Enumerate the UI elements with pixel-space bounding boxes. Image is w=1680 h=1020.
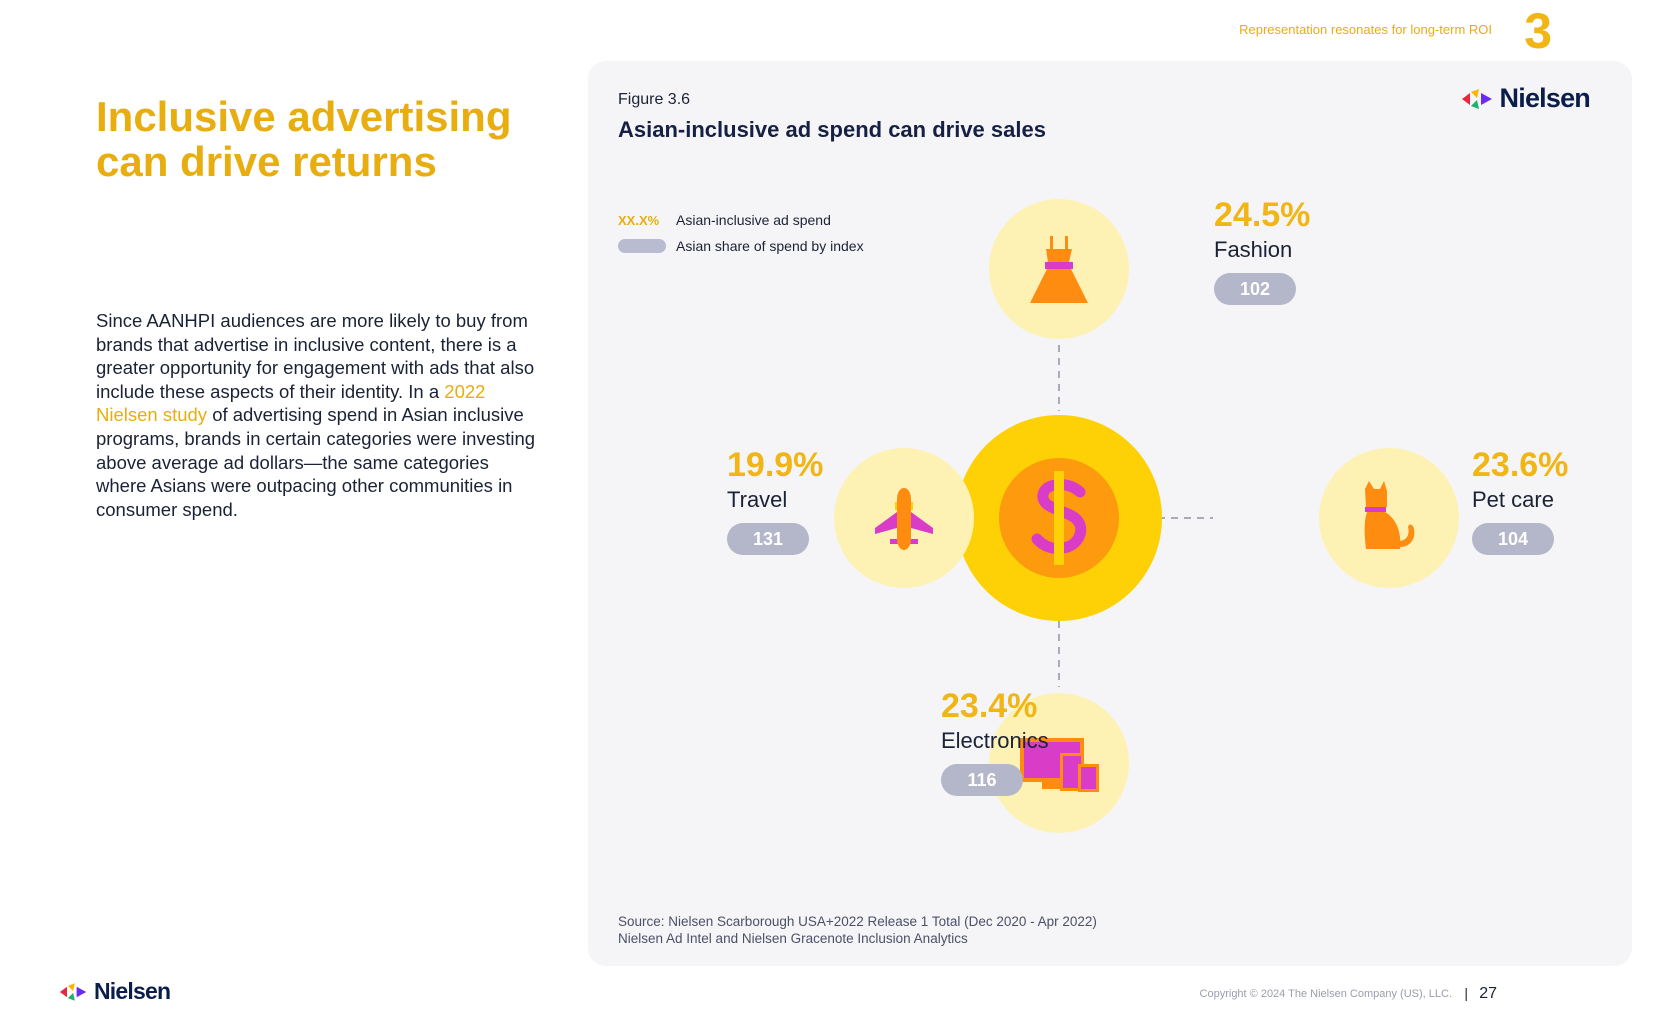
figure-source: Source: Nielsen Scarborough USA+2022 Rel… [618, 913, 1097, 947]
figure-panel: Figure 3.6 Asian-inclusive ad spend can … [588, 61, 1632, 966]
section-number: 3 [1524, 3, 1552, 59]
page-separator: | [1464, 985, 1468, 1001]
source-line-2: Nielsen Ad Intel and Nielsen Gracenote I… [618, 931, 968, 946]
copyright-text: Copyright © 2024 The Nielsen Company (US… [1199, 988, 1452, 1000]
page-number: 27 [1479, 985, 1497, 1002]
travel-index-pill: 131 [727, 523, 809, 555]
chart-legend: XX.X% Asian-inclusive ad spend Asian sha… [618, 207, 864, 259]
cat-icon [1364, 481, 1415, 549]
headline-line-1: Inclusive advertising [96, 93, 512, 140]
stat-pet-care: 23.6% Pet care 104 [1472, 447, 1568, 555]
dollar-sign-icon [1031, 471, 1087, 565]
legend-item-ad-spend: XX.X% Asian-inclusive ad spend [618, 207, 864, 233]
figure-title: Asian-inclusive ad spend can drive sales [618, 117, 1046, 142]
body-text-start: Since AANHPI audiences are more likely t… [96, 310, 535, 402]
section-tagline: Representation resonates for long-term R… [1239, 22, 1492, 37]
dress-icon [1030, 236, 1088, 303]
page-headline: Inclusive advertising can drive returns [96, 94, 566, 184]
figure-label: Figure 3.6 [618, 91, 691, 108]
body-paragraph: Since AANHPI audiences are more likely t… [96, 309, 536, 521]
fashion-index-pill: 102 [1214, 273, 1296, 305]
devices-icon [1020, 738, 1099, 792]
source-line-1: Source: Nielsen Scarborough USA+2022 Rel… [618, 914, 1097, 929]
nielsen-mark-icon [1461, 88, 1492, 109]
body-text-end: of advertising spend in Asian inclusive … [96, 404, 536, 520]
electronics-index-pill: 116 [941, 764, 1023, 796]
pet-care-index-pill: 104 [1472, 523, 1554, 555]
fashion-name: Fashion [1214, 237, 1293, 262]
footer-nielsen-wordmark: Nielsen [94, 978, 171, 1004]
legend-item-index: Asian share of spend by index [618, 233, 864, 259]
headline-line-2: can drive returns [96, 138, 437, 185]
nielsen-study-link[interactable]: 2022 Nielsen study [96, 380, 486, 426]
legend-pct-label: Asian-inclusive ad spend [676, 212, 831, 228]
legend-index-label: Asian share of spend by index [676, 238, 864, 254]
legend-pct-sample: XX.X% [618, 212, 660, 228]
nielsen-wordmark: Nielsen [1499, 83, 1591, 113]
legend-index-swatch [618, 239, 666, 253]
travel-name: Travel [727, 487, 788, 512]
airplane-icon [875, 488, 933, 550]
footer-nielsen-logo: Nielsen [60, 978, 171, 1005]
electronics-pct: 23.4% [941, 687, 1038, 725]
pet-care-name: Pet care [1472, 487, 1554, 512]
category-diagram [834, 199, 1459, 833]
footer-nielsen-mark-icon [60, 982, 87, 1001]
travel-pct: 19.9% [727, 446, 824, 484]
pet-care-pct: 23.6% [1472, 446, 1569, 484]
nielsen-logo: Nielsen [1461, 83, 1591, 114]
stat-fashion: 24.5% Fashion 102 [1214, 197, 1310, 305]
stat-electronics: 23.4% Electronics 116 [941, 688, 1049, 796]
stat-travel: 19.9% Travel 131 [727, 447, 823, 555]
fashion-pct: 24.5% [1214, 196, 1311, 234]
electronics-name: Electronics [941, 728, 1049, 753]
